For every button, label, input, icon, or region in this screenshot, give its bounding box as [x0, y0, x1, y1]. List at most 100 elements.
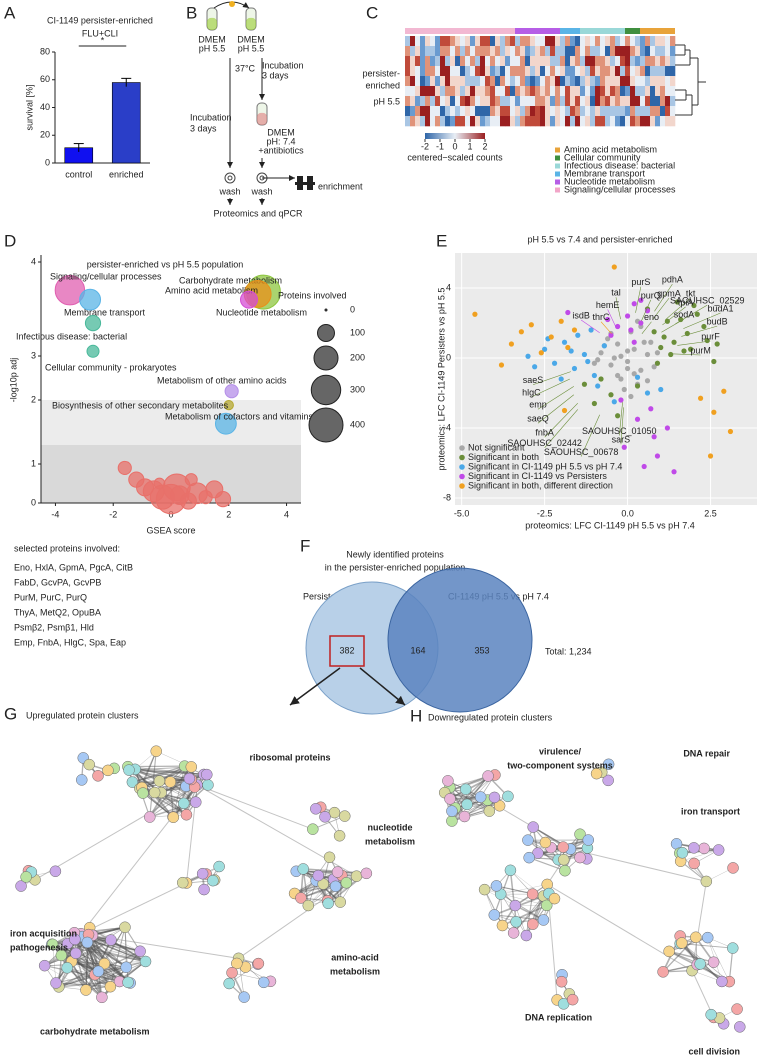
bubble: [214, 412, 237, 435]
node: [190, 796, 202, 808]
heatmap-cell: [440, 66, 446, 77]
heatmap-cell: [500, 106, 506, 117]
legend-bubble: [324, 308, 328, 312]
heatmap-cell: [650, 56, 656, 67]
node: [727, 942, 739, 954]
point: [608, 392, 614, 398]
point: [591, 400, 597, 407]
heatmap-cell: [600, 76, 606, 87]
edge: [312, 815, 345, 830]
point: [618, 353, 624, 359]
legend-marker: [459, 473, 465, 480]
colorbar-tick-label: -2: [421, 141, 429, 151]
edge: [149, 751, 157, 818]
node: [474, 791, 487, 803]
heatmap-cell: [410, 76, 416, 87]
heatmap-cell: [480, 96, 486, 107]
point: [605, 316, 611, 323]
point: [628, 393, 634, 400]
edge: [142, 792, 174, 818]
heatmap-cell: [670, 116, 676, 127]
node: [207, 874, 219, 887]
edge: [680, 943, 733, 949]
point: [615, 372, 621, 379]
point: [598, 376, 604, 382]
node: [446, 805, 458, 817]
point: [688, 346, 694, 352]
annotation-leader: [654, 283, 673, 312]
point: [684, 330, 690, 337]
heatmap-cell: [620, 116, 626, 127]
bubble-label: Cellular community - prokaryotes: [45, 362, 177, 372]
heatmap-cell: [545, 116, 551, 127]
x-tick-label: 0: [168, 509, 173, 519]
edge: [109, 927, 126, 987]
heatmap-cell: [445, 96, 451, 107]
heatmap-cell: [585, 46, 591, 57]
y-tick-label: 2: [31, 394, 36, 404]
point: [472, 311, 478, 317]
heatmap-cell: [670, 46, 676, 57]
annotation: SAOUHSC_00678: [544, 447, 619, 457]
list-item: Psmβ2, Psmβ1, Hld: [14, 622, 94, 632]
heatmap-cell: [450, 76, 456, 87]
node: [295, 892, 307, 904]
list-item: Eno, HxlA, GpmA, PgcA, CitB: [14, 562, 133, 572]
heatmap-cell: [525, 36, 531, 47]
heatmap-cell: [550, 86, 556, 97]
heatmap-cell: [430, 116, 436, 127]
heatmap-cell: [640, 106, 646, 117]
node: [119, 921, 131, 934]
point: [644, 390, 651, 396]
heatmap-cell: [465, 56, 471, 67]
node: [319, 811, 331, 823]
legend-label: 400: [350, 419, 365, 429]
node: [134, 945, 146, 958]
point: [624, 365, 631, 372]
heatmap-cell: [660, 116, 666, 127]
heatmap-cell: [500, 46, 506, 57]
heatmap-cell: [550, 96, 556, 107]
heatmap-cell: [500, 96, 506, 107]
heatmap-cell: [520, 116, 526, 127]
heatmap-cell: [420, 46, 426, 57]
heatmap-cell: [645, 96, 651, 107]
heatmap-cell: [480, 56, 486, 67]
heatmap-cell: [495, 106, 501, 117]
point: [697, 395, 704, 401]
heatmap-cell: [595, 56, 601, 67]
point: [551, 360, 558, 366]
point: [595, 383, 601, 389]
category-bar: [405, 28, 515, 34]
y-tick-label: 1: [31, 458, 36, 468]
edge: [451, 810, 490, 822]
x-tick-label: -2: [109, 509, 117, 519]
heatmap-cell: [600, 36, 606, 47]
node: [478, 883, 491, 896]
heatmap-cell: [615, 96, 621, 107]
chart-subtitle: FLU+CLI: [82, 28, 118, 38]
cluster-label: nucleotide: [367, 822, 412, 832]
heatmap-cell: [505, 96, 511, 107]
point: [528, 322, 534, 328]
heatmap-cell: [490, 76, 496, 87]
heatmap-cell: [470, 86, 476, 97]
panel-label: A: [4, 3, 16, 22]
heatmap-cell: [640, 96, 646, 107]
edge: [196, 784, 313, 830]
heatmap-cell: [560, 116, 566, 127]
legend-marker: [459, 445, 465, 451]
legend-label: Nucleotide metabolism: [564, 176, 655, 186]
node: [540, 899, 553, 912]
heatmap-cell: [635, 56, 641, 67]
heatmap-cell: [465, 66, 471, 77]
heatmap-cell: [605, 96, 611, 107]
heatmap-cell: [530, 116, 536, 127]
node: [20, 871, 32, 883]
panel-label: F: [300, 536, 310, 555]
node: [238, 991, 250, 1003]
heatmap-cell: [570, 96, 576, 107]
edge: [451, 799, 488, 822]
heatmap-cell: [520, 96, 526, 107]
heatmap-cell: [420, 56, 426, 67]
